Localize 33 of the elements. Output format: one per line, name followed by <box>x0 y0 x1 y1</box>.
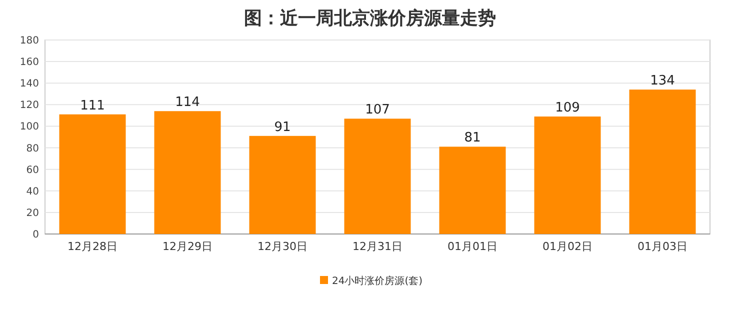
bar <box>534 116 601 234</box>
y-tick-label: 180 <box>20 36 39 46</box>
data-label: 109 <box>555 100 580 116</box>
bar <box>154 111 221 234</box>
data-label: 107 <box>365 102 390 118</box>
data-label: 91 <box>274 120 291 135</box>
x-tick-label: 01月01日 <box>448 240 498 253</box>
y-tick-label: 0 <box>32 230 39 240</box>
x-tick-label: 01月03日 <box>638 240 688 253</box>
bar <box>629 90 696 234</box>
data-label: 114 <box>175 95 200 110</box>
legend-label: 24小时涨价房源(套) <box>332 275 423 287</box>
chart-title: 图：近一周北京涨价房源量走势 <box>244 8 496 29</box>
bar <box>344 118 411 234</box>
x-tick-label: 01月02日 <box>542 240 592 253</box>
y-tick-label: 20 <box>26 208 39 219</box>
y-tick-label: 100 <box>20 122 39 133</box>
x-tick-label: 12月29日 <box>162 240 212 253</box>
y-tick-label: 80 <box>26 143 39 154</box>
data-label: 111 <box>80 98 105 114</box>
x-tick-label: 12月28日 <box>68 240 118 253</box>
x-tick-label: 12月30日 <box>258 240 308 253</box>
bar <box>439 146 506 234</box>
bar <box>59 114 126 234</box>
y-tick-label: 40 <box>26 186 39 198</box>
data-label: 81 <box>464 130 481 146</box>
y-tick-label: 160 <box>20 57 39 68</box>
bar <box>249 136 316 234</box>
x-tick-label: 12月31日 <box>352 240 402 253</box>
y-tick-label: 140 <box>20 78 39 90</box>
y-tick-label: 60 <box>26 164 39 176</box>
y-tick-label: 120 <box>20 100 39 112</box>
data-label: 134 <box>650 74 675 89</box>
